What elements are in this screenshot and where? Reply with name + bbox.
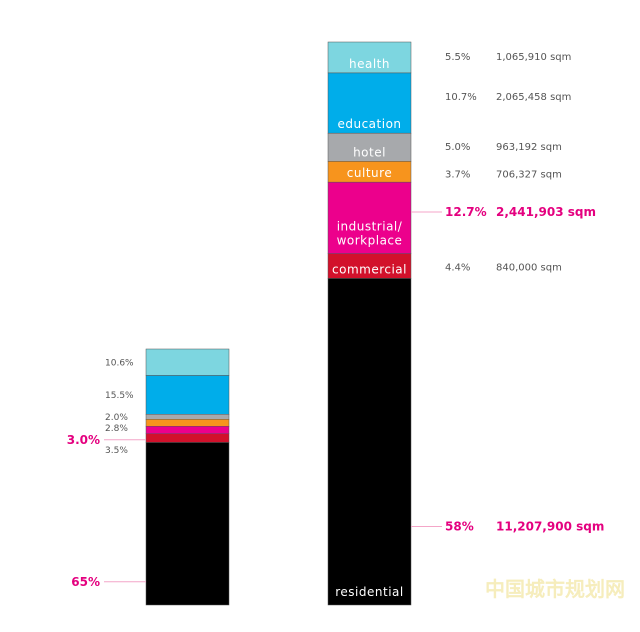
left-percent-label-commercial: 3.5% — [105, 446, 128, 456]
right-bar-segment-residential — [327, 278, 412, 606]
segment-name-residential: residential — [335, 585, 403, 599]
right-area-label-industrial: 2,441,903 sqm — [496, 205, 596, 219]
right-bar-segment-education — [327, 72, 412, 134]
left-bar-segment-industrial — [145, 426, 230, 434]
segment-name-health: health — [349, 57, 390, 71]
left-bar-segment-hotel — [145, 414, 230, 420]
right-area-label-health: 1,065,910 sqm — [496, 52, 571, 63]
right-area-label-education: 2,065,458 sqm — [496, 92, 571, 103]
segment-name-education: education — [337, 117, 401, 131]
left-bar-segment-commercial — [145, 433, 230, 443]
segment-name-industrial: industrial/ — [337, 220, 403, 234]
segment-name-industrial-line2: workplace — [337, 234, 403, 248]
left-percent-label-education: 15.5% — [105, 391, 134, 401]
right-percent-label-education: 10.7% — [445, 92, 477, 103]
right-bar-segment-hotel — [327, 132, 412, 162]
right-bar-segment-health — [327, 41, 412, 74]
left-bar-segment-health — [145, 348, 230, 376]
right-area-label-hotel: 963,192 sqm — [496, 142, 562, 153]
right-area-label-culture: 706,327 sqm — [496, 169, 562, 180]
left-stacked-bar — [145, 348, 230, 606]
left-percent-label-culture: 2.8% — [105, 424, 128, 434]
segment-name-hotel: hotel — [353, 145, 386, 159]
left-bar-segment-culture — [145, 419, 230, 427]
left-percent-label-hotel: 2.0% — [105, 413, 128, 423]
right-stacked-bar: health education hotel culture industrial/wo… — [327, 41, 412, 606]
left-percent-label-industrial: 3.0% — [67, 433, 100, 447]
right-area-label-residential: 11,207,900 sqm — [496, 519, 604, 533]
right-bar-segment-industrial — [327, 181, 412, 254]
right-percent-label-industrial: 12.7% — [445, 205, 487, 219]
right-percent-label-residential: 58% — [445, 519, 474, 533]
left-bar-segment-education — [145, 375, 230, 415]
segment-name-commercial: commercial — [332, 262, 407, 276]
right-percent-label-culture: 3.7% — [445, 169, 470, 180]
right-bar-segment-commercial — [327, 253, 412, 279]
left-bar-segment-residential — [145, 442, 230, 606]
right-area-label-commercial: 840,000 sqm — [496, 263, 562, 274]
right-percent-label-health: 5.5% — [445, 52, 470, 63]
left-percent-labels: 10.6% 15.5% 2.0%2.8% 3.0% 3.5% 65% — [67, 358, 146, 589]
right-percent-label-hotel: 5.0% — [445, 142, 470, 153]
watermark-logo: 中国城市规划网 — [485, 577, 625, 601]
right-percent-label-commercial: 4.4% — [445, 263, 470, 274]
left-percent-label-health: 10.6% — [105, 358, 134, 368]
left-percent-label-residential: 65% — [71, 575, 100, 589]
right-value-labels: 5.5% 1,065,910 sqm 10.7% 2,065,458 sqm 5.0% 9… — [411, 52, 604, 533]
segment-name-culture: culture — [347, 166, 392, 180]
